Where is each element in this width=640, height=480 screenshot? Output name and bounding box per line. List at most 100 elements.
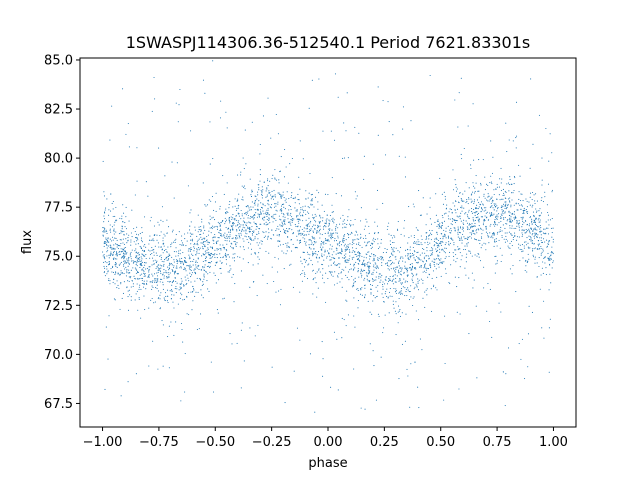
data-point [375, 276, 377, 278]
data-point [533, 194, 535, 196]
data-point [400, 267, 402, 269]
data-point [249, 237, 251, 240]
data-point [170, 297, 173, 300]
data-point [273, 189, 275, 191]
data-point [258, 252, 260, 254]
data-point [525, 259, 527, 262]
data-point [515, 101, 518, 103]
data-point [136, 290, 138, 292]
data-point [168, 367, 170, 369]
data-point [113, 251, 115, 253]
data-point [348, 209, 350, 211]
data-point [541, 157, 543, 159]
data-point [428, 234, 430, 236]
data-point [300, 234, 302, 236]
data-point [457, 246, 459, 248]
data-point [304, 275, 306, 277]
data-point [292, 220, 294, 222]
data-point [501, 235, 503, 237]
data-point [319, 222, 321, 224]
data-point [120, 282, 122, 284]
data-point [468, 333, 470, 335]
data-point [299, 291, 301, 293]
data-point [280, 219, 282, 221]
data-point [540, 230, 542, 232]
data-point [464, 248, 467, 251]
data-point [457, 226, 459, 228]
data-point [354, 281, 356, 283]
data-point [169, 254, 171, 256]
data-point [209, 121, 211, 123]
data-point [364, 285, 366, 287]
data-point [476, 255, 478, 257]
data-point [321, 341, 323, 343]
data-point [426, 269, 428, 271]
data-point [209, 227, 211, 229]
data-point [114, 283, 116, 285]
data-point [346, 276, 348, 278]
data-point [280, 195, 282, 197]
data-point [344, 243, 346, 245]
data-point [496, 218, 498, 220]
data-point [365, 237, 367, 239]
data-point [478, 229, 480, 231]
data-point [321, 248, 323, 250]
data-point [277, 240, 279, 242]
data-point [194, 268, 196, 270]
data-point [341, 286, 343, 288]
data-point [143, 280, 145, 282]
data-point [426, 232, 428, 234]
data-point [393, 287, 395, 290]
data-point [399, 273, 401, 275]
data-point [481, 216, 484, 218]
data-point [535, 233, 537, 235]
data-point [279, 230, 282, 233]
data-point [447, 235, 449, 237]
data-point [519, 204, 521, 206]
data-point [436, 231, 438, 233]
data-point [461, 158, 463, 160]
data-point [151, 297, 153, 300]
data-point [411, 278, 413, 280]
data-point [242, 220, 244, 222]
data-point [381, 264, 383, 266]
data-point [210, 361, 212, 363]
data-point [214, 274, 216, 277]
data-point [551, 267, 553, 269]
data-point [243, 167, 245, 170]
data-point [105, 229, 107, 231]
data-point [542, 248, 544, 250]
data-point [335, 253, 337, 255]
data-point [127, 237, 129, 239]
data-point [454, 205, 456, 207]
data-point [192, 254, 194, 257]
data-point [244, 129, 246, 131]
data-point [382, 296, 384, 298]
data-point [162, 284, 164, 286]
data-point [162, 237, 164, 239]
data-point [390, 252, 392, 254]
data-point [467, 217, 470, 219]
data-point [311, 264, 314, 266]
data-point [160, 278, 162, 280]
data-point [282, 213, 285, 215]
data-point [399, 291, 401, 293]
data-point [344, 259, 346, 262]
data-point [443, 220, 446, 222]
data-point [500, 216, 502, 218]
data-point [422, 261, 424, 263]
data-point [308, 192, 310, 194]
data-point [137, 234, 140, 236]
data-point [459, 237, 461, 239]
data-point [540, 237, 543, 239]
data-point [498, 194, 500, 196]
data-point [376, 189, 379, 192]
data-point [435, 287, 437, 289]
data-point [497, 213, 500, 215]
data-point [525, 241, 527, 243]
data-point [492, 237, 494, 239]
data-point [339, 223, 341, 225]
data-point [430, 223, 433, 225]
data-point [219, 248, 221, 250]
data-point [414, 240, 416, 243]
